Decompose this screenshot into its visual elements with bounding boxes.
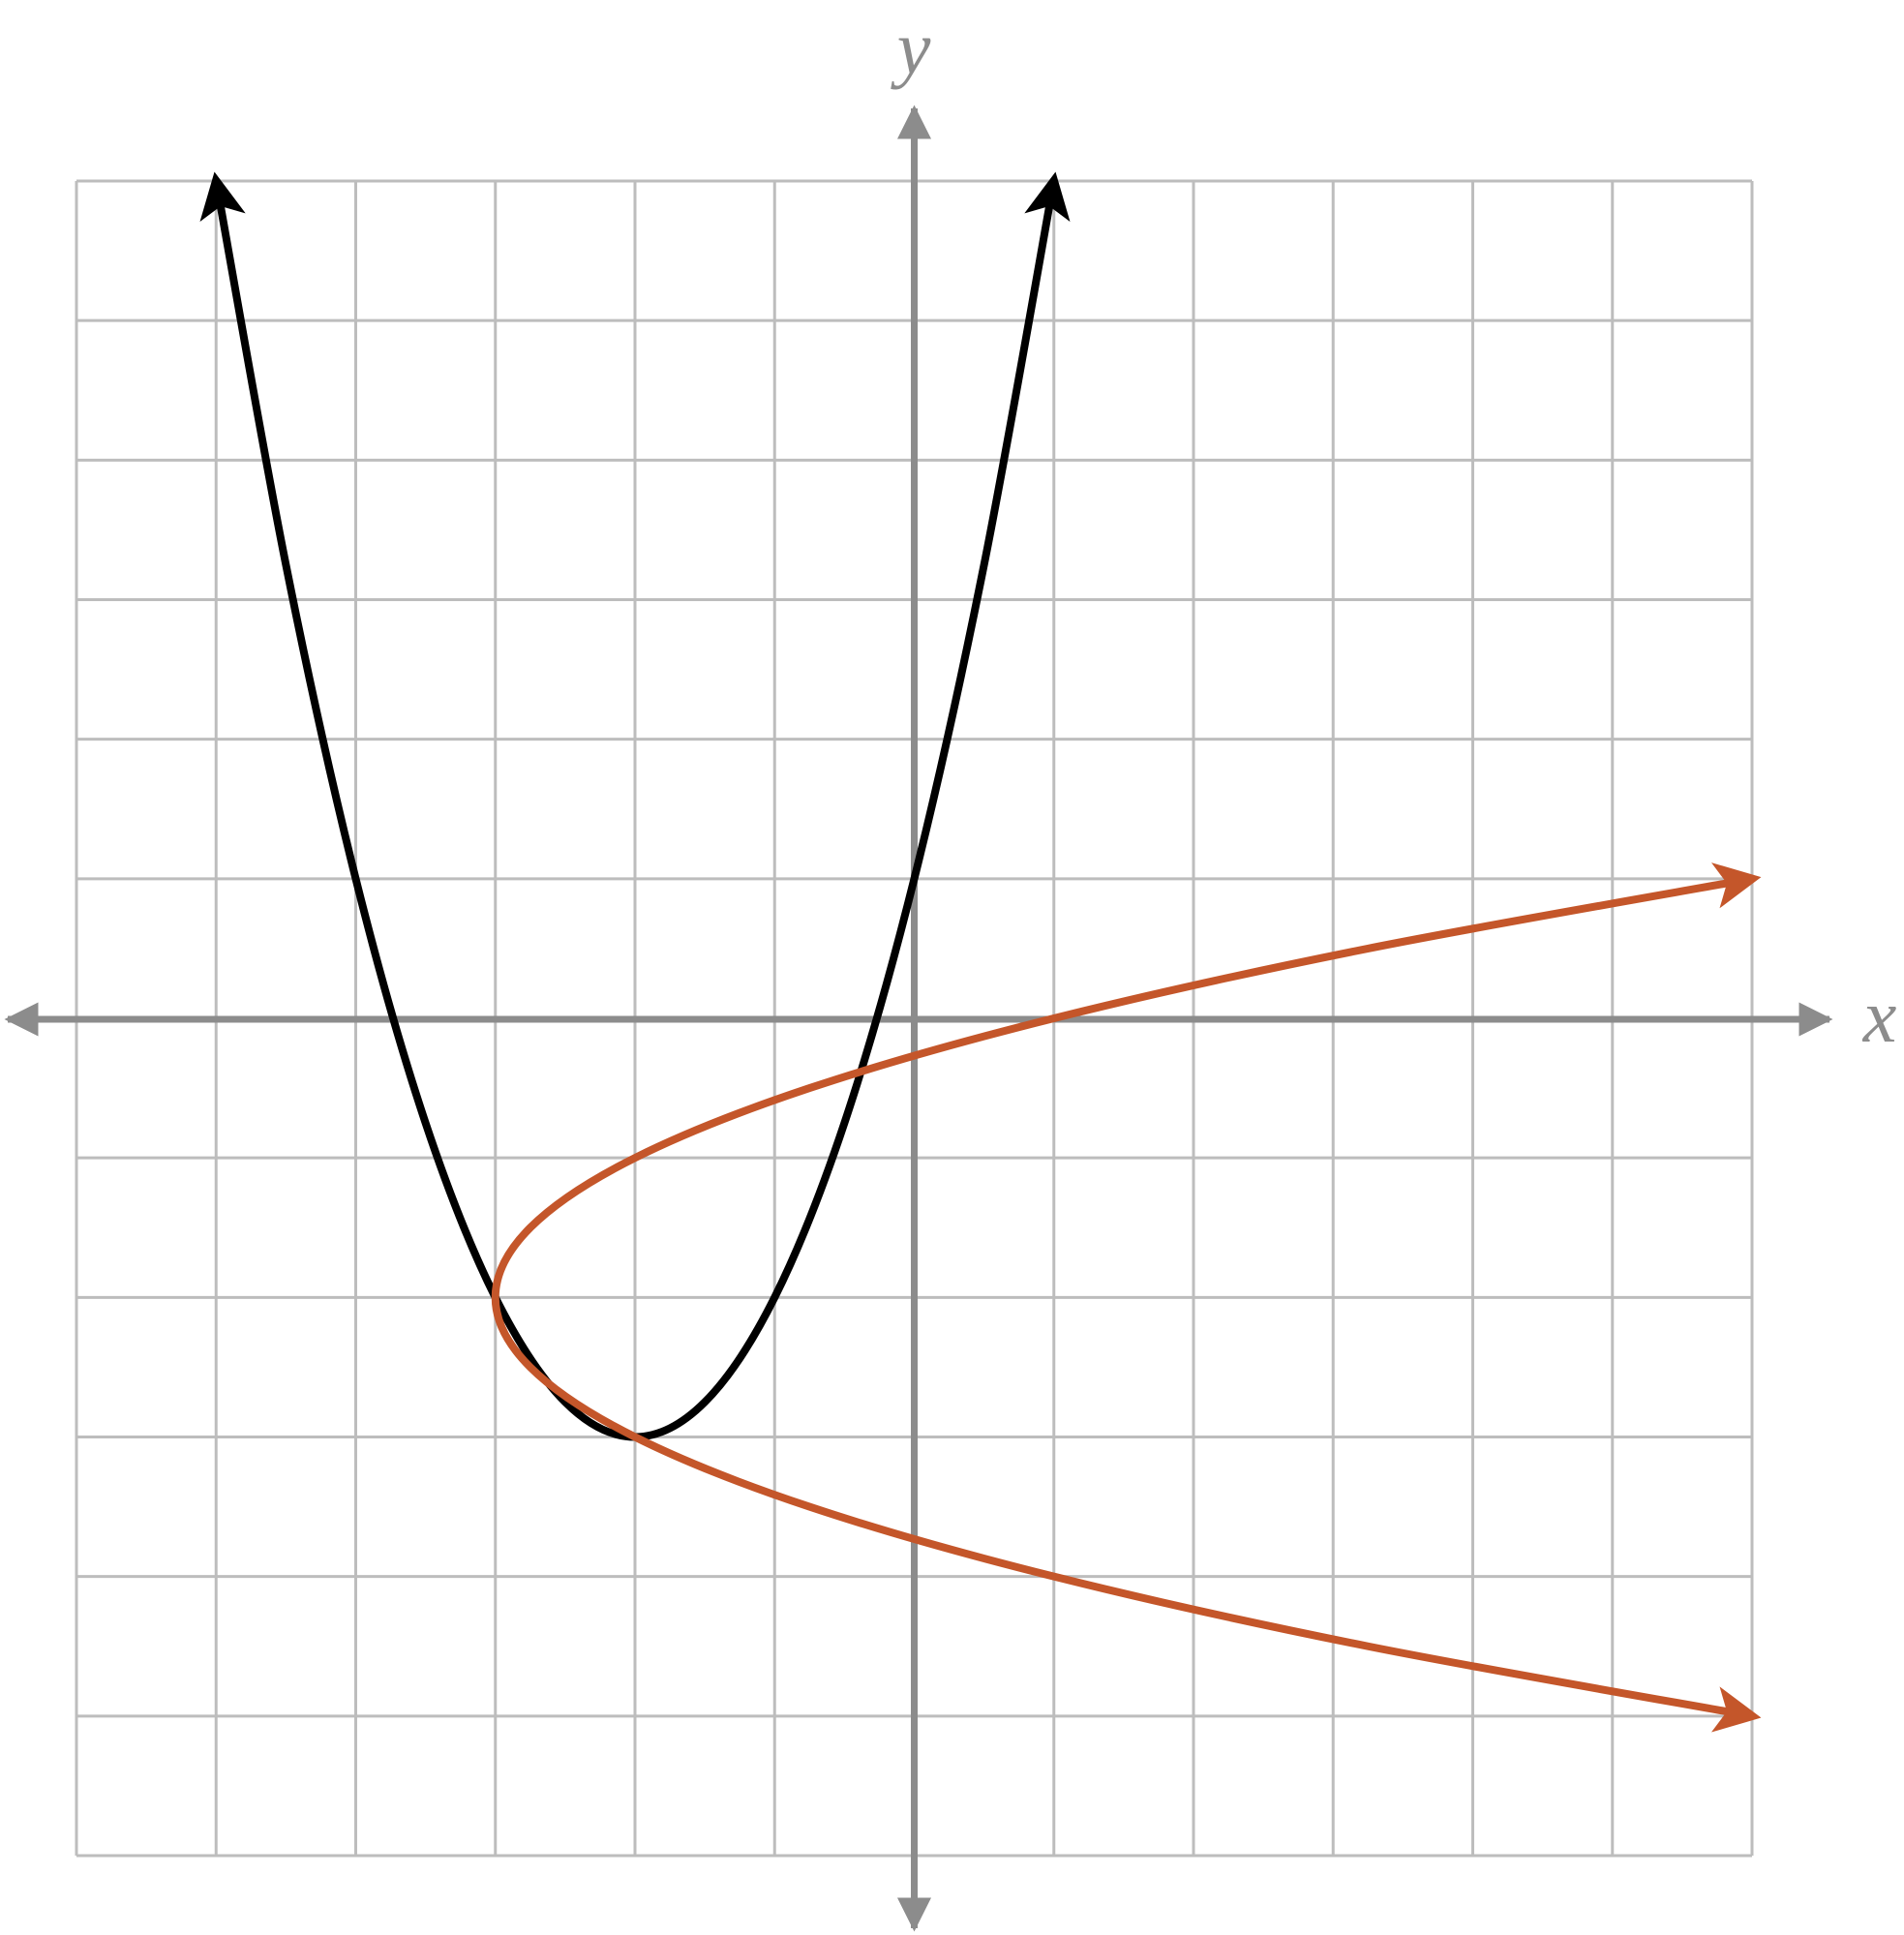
curves: [199, 171, 1762, 1733]
curve: [491, 862, 1762, 1733]
x-axis-label: x: [1862, 974, 1897, 1058]
y-axis-label: y: [891, 6, 931, 90]
